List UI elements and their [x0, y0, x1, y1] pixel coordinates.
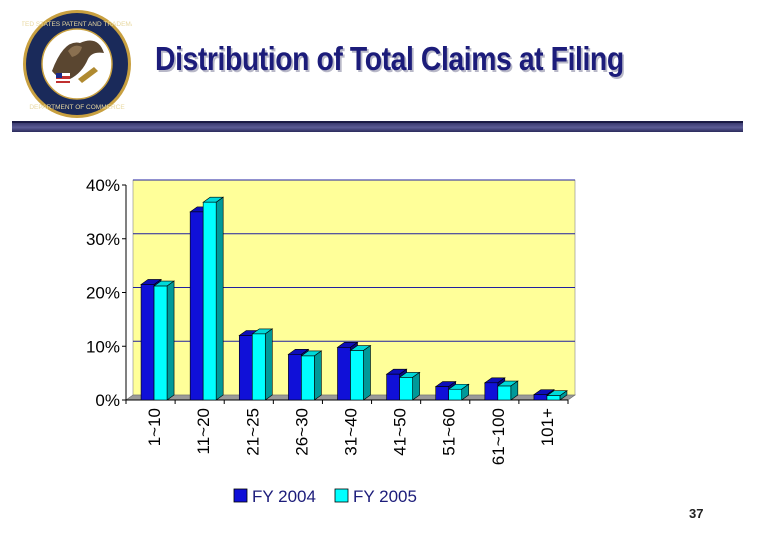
bar-side [412, 371, 420, 401]
bar [435, 386, 450, 401]
bar [533, 394, 548, 401]
bar [386, 373, 400, 401]
y-tick-label: 10% [86, 337, 120, 356]
bar [399, 377, 413, 401]
svg-text:DEPARTMENT OF COMMERCE: DEPARTMENT OF COMMERCE [29, 104, 125, 111]
bar-side [314, 350, 322, 401]
bar-side [215, 196, 224, 401]
bar-side [264, 328, 273, 401]
slide-number: 37 [689, 506, 704, 521]
bar [546, 395, 561, 401]
x-tick-label: 21~25 [243, 408, 262, 456]
x-tick-label: 11~20 [194, 408, 213, 454]
y-tick-label: 20% [86, 284, 120, 303]
y-tick-label: 40% [86, 176, 120, 195]
legend-swatch [233, 488, 248, 503]
bar [202, 201, 217, 401]
bar [448, 388, 463, 401]
x-tick-label: 1~10 [145, 408, 164, 446]
bar [301, 355, 315, 401]
bar [189, 211, 204, 401]
y-tick-label: 0% [95, 391, 120, 410]
x-tick-label: 26~30 [292, 408, 311, 456]
x-tick-label: 51~60 [440, 408, 459, 456]
bar [251, 333, 266, 401]
bar [337, 347, 351, 401]
x-tick-label: 61~100 [489, 408, 508, 465]
bar [497, 385, 512, 401]
bar [288, 354, 302, 401]
legend-swatch [334, 488, 349, 503]
bar [484, 382, 499, 401]
x-tick-label: 101+ [538, 408, 557, 446]
bar [140, 284, 155, 401]
bar-side [166, 280, 175, 401]
legend-label: FY 2005 [353, 487, 417, 506]
legend-label: FY 2004 [252, 487, 316, 506]
uspto-seal-logo: UNITED STATES PATENT AND TRADEMARK DEPAR… [22, 10, 132, 118]
svg-text:UNITED STATES PATENT AND TRADE: UNITED STATES PATENT AND TRADEMARK [22, 21, 132, 28]
slide-title: Distribution of Total Claims at Filing [155, 40, 624, 77]
x-tick-label: 31~40 [342, 408, 361, 456]
bar [350, 350, 364, 401]
bar-side [363, 344, 371, 401]
x-tick-label: 41~50 [391, 408, 410, 456]
title-divider [12, 121, 743, 132]
y-tick-label: 30% [86, 230, 120, 249]
bar [153, 285, 168, 401]
bar [238, 335, 253, 401]
